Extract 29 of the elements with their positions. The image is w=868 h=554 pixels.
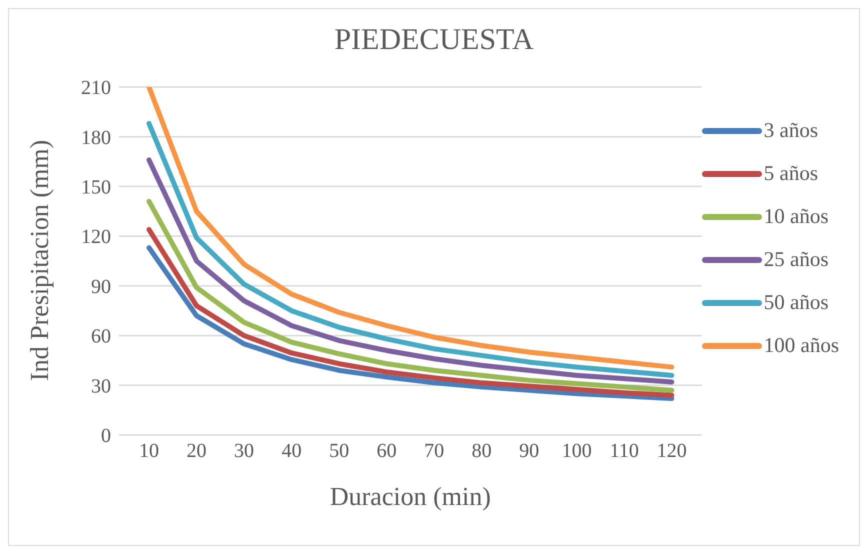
legend-label: 25 años [764,246,828,273]
x-tick-label: 40 [282,440,302,462]
y-tick-label: 30 [91,375,111,398]
x-tick-label: 30 [234,440,254,462]
legend-label: 10 años [764,203,828,230]
x-tick-label: 90 [519,440,540,462]
x-tick-label: 10 [139,440,159,462]
legend-label: 5 años [764,160,818,187]
y-axis-title: Ind Presipitacion (mm) [25,140,54,381]
y-tick-label: 210 [81,77,111,100]
chart-title: PIEDECUESTA [333,23,535,57]
legend-label: 3 años [764,117,818,144]
x-tick-label: 110 [610,440,639,462]
y-tick-label: 0 [101,425,111,448]
y-tick-label: 90 [91,276,111,298]
x-tick-label: 100 [562,440,592,462]
y-tick-label: 120 [81,226,111,248]
x-tick-label: 20 [186,440,207,462]
y-tick-label: 150 [81,176,111,199]
legend-label: 100 años [764,332,839,359]
y-tick-label: 180 [81,126,111,149]
x-axis-title: Duracion (min) [330,482,491,511]
y-tick-label: 60 [91,326,111,348]
x-tick-label: 60 [376,440,397,462]
x-tick-label: 50 [329,440,350,462]
x-tick-label: 80 [472,440,492,462]
x-tick-label: 70 [424,440,444,462]
x-tick-label: 120 [656,440,687,462]
legend-label: 50 años [764,289,828,316]
